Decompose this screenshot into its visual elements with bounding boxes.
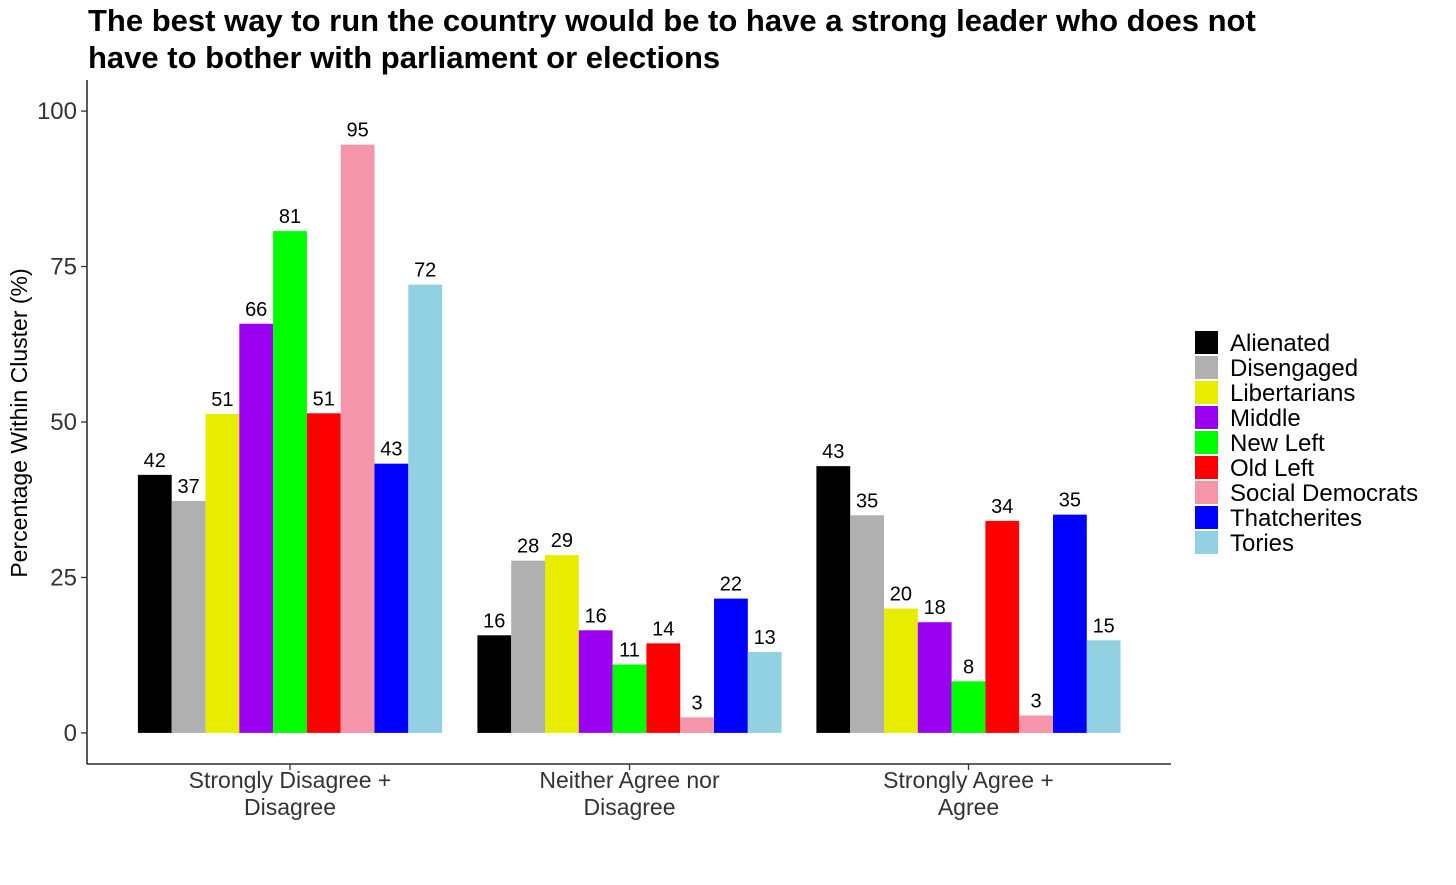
bar-alienated-1 — [477, 635, 512, 733]
x-tick-label: Strongly Agree + — [883, 767, 1054, 793]
bar-tories-1 — [747, 652, 782, 733]
x-tick-label: Neither Agree nor — [539, 767, 720, 793]
data-label: 11 — [619, 640, 640, 662]
bar-old-left-0 — [306, 413, 341, 733]
data-label: 14 — [652, 618, 674, 640]
data-label: 37 — [177, 476, 199, 498]
bar-libertarians-2 — [884, 608, 918, 733]
data-label: 16 — [585, 605, 607, 627]
legend-swatch — [1195, 356, 1218, 379]
y-tick-label: 25 — [50, 564, 77, 591]
legend-label: Thatcherites — [1230, 505, 1362, 532]
data-label: 29 — [551, 530, 573, 552]
legend-label: Old Left — [1230, 455, 1314, 482]
data-label: 42 — [144, 450, 166, 472]
legend-swatch — [1195, 431, 1218, 454]
y-axis-title: Percentage Within Cluster (%) — [6, 268, 32, 577]
bar-middle-0 — [239, 323, 274, 733]
legend-label: Middle — [1230, 405, 1301, 432]
x-tick-label: Disagree — [583, 794, 675, 820]
bar-disengaged-1 — [511, 560, 545, 733]
bar-social-democrats-2 — [1019, 715, 1053, 733]
y-tick-label: 75 — [50, 254, 77, 281]
data-label: 18 — [924, 597, 946, 619]
bar-tories-2 — [1086, 640, 1121, 733]
data-label: 81 — [279, 206, 301, 228]
bar-new-left-0 — [273, 231, 307, 733]
data-label: 28 — [517, 536, 539, 558]
plot-area: 42 16 43 37 28 35 51 29 20 66 16 18 81 11 8 51 14 34 95 3 3 4… — [137, 120, 1121, 733]
legend-label: Tories — [1230, 530, 1294, 557]
bar-thatcherites-0 — [374, 463, 409, 733]
data-label: 66 — [245, 299, 267, 321]
bar-thatcherites-1 — [714, 598, 748, 733]
bar-alienated-2 — [816, 466, 851, 733]
bar-libertarians-0 — [205, 413, 240, 733]
bar-middle-2 — [917, 622, 952, 733]
bar-old-left-1 — [646, 643, 681, 733]
bar-libertarians-1 — [545, 555, 579, 733]
chart-title-line-2: have to bother with parliament or electi… — [88, 40, 720, 75]
data-label: 43 — [822, 441, 844, 463]
legend-swatch — [1195, 531, 1218, 554]
data-label: 51 — [313, 388, 335, 410]
legend-swatch — [1195, 506, 1218, 529]
x-tick-label: Agree — [938, 794, 999, 820]
bar-alienated-0 — [137, 474, 172, 733]
y-tick-label: 100 — [37, 98, 77, 125]
legend-label: Libertarians — [1230, 380, 1355, 407]
data-label: 15 — [1093, 615, 1115, 637]
data-label: 20 — [890, 584, 912, 606]
legend-label: Social Democrats — [1230, 480, 1418, 507]
y-tick-label: 50 — [50, 409, 77, 436]
data-label: 72 — [414, 260, 436, 282]
data-label: 3 — [692, 692, 703, 714]
bar-new-left-1 — [612, 664, 647, 733]
legend-swatch — [1195, 381, 1218, 404]
bar-disengaged-2 — [850, 515, 884, 733]
data-label: 35 — [1059, 490, 1081, 512]
data-label: 95 — [346, 120, 368, 142]
data-label: 3 — [1031, 690, 1042, 712]
legend-label: Disengaged — [1230, 355, 1358, 382]
data-label: 35 — [856, 490, 878, 512]
chart-title-line-1: The best way to run the country would be… — [88, 3, 1256, 38]
x-tick-label: Strongly Disagree + — [189, 767, 392, 793]
bar-old-left-2 — [985, 520, 1020, 733]
legend-label: Alienated — [1230, 330, 1330, 357]
legend: AlienatedDisengagedLibertariansMiddleNew… — [1195, 330, 1418, 557]
bar-tories-0 — [408, 284, 443, 733]
data-label: 34 — [991, 496, 1013, 518]
legend-label: New Left — [1230, 430, 1325, 457]
legend-swatch — [1195, 406, 1218, 429]
data-label: 16 — [483, 610, 505, 632]
data-label: 13 — [754, 627, 776, 649]
bar-social-democrats-1 — [680, 717, 714, 733]
bar-middle-1 — [578, 630, 613, 733]
bar-social-democrats-0 — [340, 144, 375, 733]
y-tick-label: 0 — [64, 720, 77, 747]
data-label: 8 — [963, 656, 974, 678]
bar-new-left-2 — [951, 681, 986, 733]
legend-swatch — [1195, 481, 1218, 504]
data-label: 51 — [211, 389, 233, 411]
x-tick-label: Disagree — [244, 794, 336, 820]
y-axis-ticks: 0 25 50 75 100 — [37, 98, 87, 747]
bar-thatcherites-2 — [1053, 514, 1087, 733]
data-label: 22 — [720, 574, 742, 596]
data-label: 43 — [380, 439, 402, 461]
legend-swatch — [1195, 456, 1218, 479]
bar-disengaged-0 — [171, 500, 206, 733]
legend-swatch — [1195, 331, 1218, 354]
